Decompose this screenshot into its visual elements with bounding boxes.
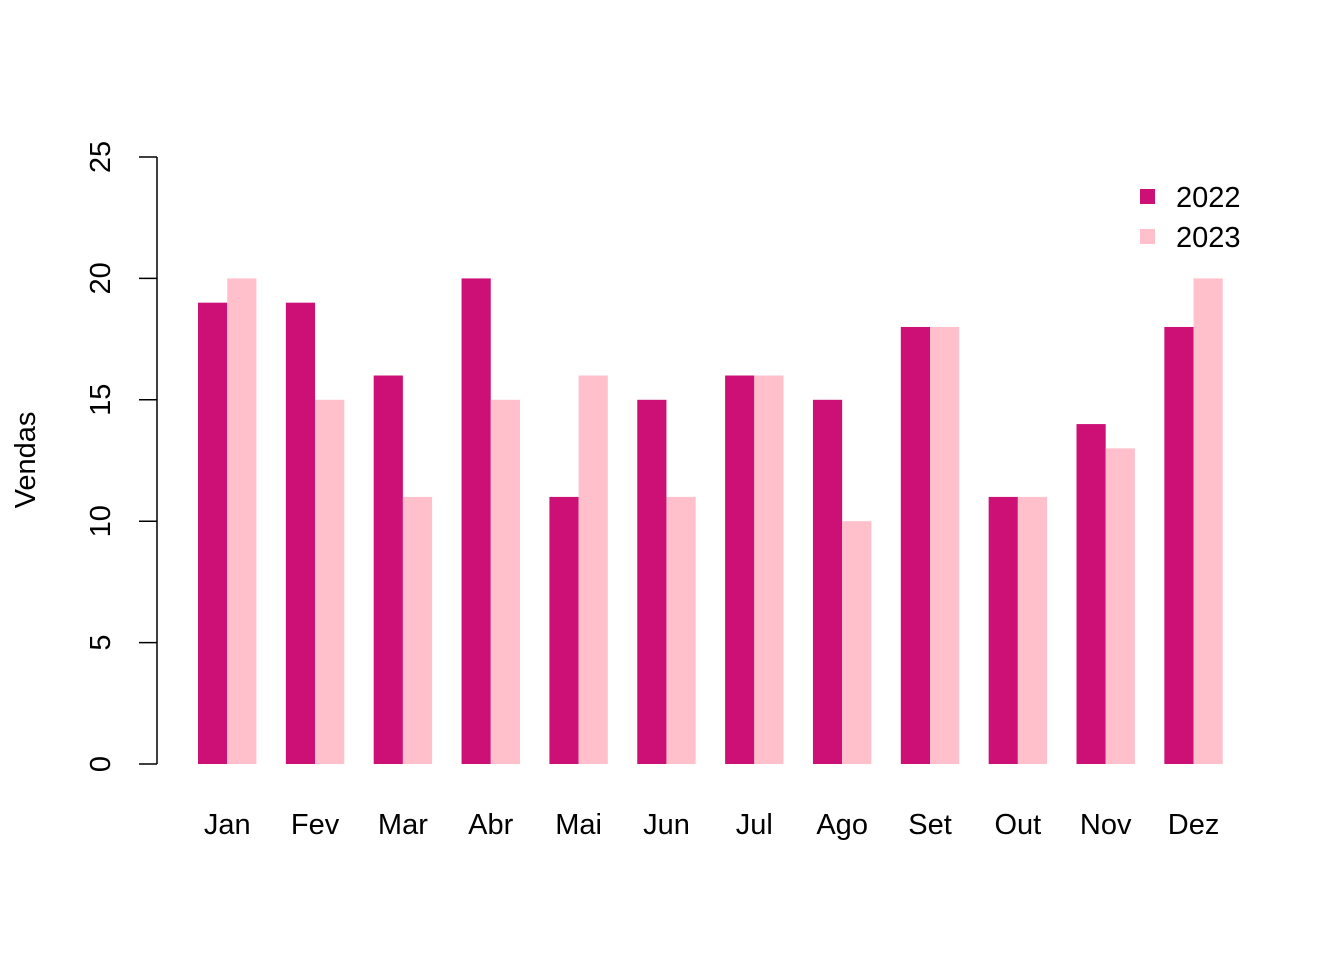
bar-ago-2022 <box>812 399 843 764</box>
bar-fev-2023 <box>315 399 345 764</box>
bar-abr-2023 <box>490 399 520 764</box>
bar-jan-2022 <box>198 302 228 764</box>
x-tick-label: Mai <box>555 809 602 841</box>
bar-nov-2023 <box>1105 448 1135 764</box>
legend-label-2023: 2023 <box>1176 222 1241 254</box>
legend-swatch-2023 <box>1140 229 1155 244</box>
y-tick-label: 5 <box>85 635 117 651</box>
bar-fev-2022 <box>285 302 316 764</box>
bar-jun-2023 <box>666 496 696 764</box>
x-tick-label: Set <box>908 809 952 841</box>
y-axis: 0 5 10 15 20 25 <box>85 141 158 772</box>
x-tick-label: Mar <box>378 809 428 841</box>
bar-jul-2022 <box>725 375 755 764</box>
legend-label-2022: 2022 <box>1176 182 1241 214</box>
bar-nov-2022 <box>1076 424 1106 764</box>
bar-ago-2023 <box>842 521 872 764</box>
x-tick-label: Fev <box>291 809 340 841</box>
x-tick-label: Ago <box>816 809 868 841</box>
legend: 2022 2023 <box>1140 182 1241 254</box>
y-tick-label: 10 <box>85 505 117 537</box>
bar-set-2023 <box>930 326 960 764</box>
y-tick-label: 25 <box>85 141 117 173</box>
x-tick-label: Jun <box>643 809 690 841</box>
y-tick-label: 20 <box>85 262 117 294</box>
y-tick-label: 0 <box>85 756 117 772</box>
y-axis-title: Vendas <box>10 412 42 509</box>
bar-mai-2023 <box>578 375 608 764</box>
x-tick-label: Jan <box>204 809 251 841</box>
legend-swatch-2022 <box>1140 189 1155 204</box>
x-tick-label: Out <box>994 809 1041 841</box>
x-tick-label: Nov <box>1080 809 1132 841</box>
bar-mai-2022 <box>549 496 579 764</box>
bar-dez-2022 <box>1164 326 1194 764</box>
bar-set-2022 <box>900 326 930 764</box>
bar-abr-2022 <box>461 278 491 764</box>
bars-group <box>198 278 1223 764</box>
y-tick-label: 15 <box>85 384 117 416</box>
bar-dez-2023 <box>1193 278 1223 764</box>
x-tick-label: Jul <box>736 809 773 841</box>
bar-jan-2023 <box>227 278 257 764</box>
bar-out-2022 <box>988 496 1018 764</box>
bar-jul-2023 <box>754 375 784 764</box>
x-tick-label: Dez <box>1168 809 1220 841</box>
bar-out-2023 <box>1017 496 1048 764</box>
x-tick-label: Abr <box>468 809 513 841</box>
bar-mar-2023 <box>402 496 433 764</box>
x-axis: Jan Fev Mar Abr Mai Jun Jul Ago Set Out Nov Dez <box>204 809 1220 841</box>
bar-jun-2022 <box>637 399 667 764</box>
bar-mar-2022 <box>373 375 403 764</box>
